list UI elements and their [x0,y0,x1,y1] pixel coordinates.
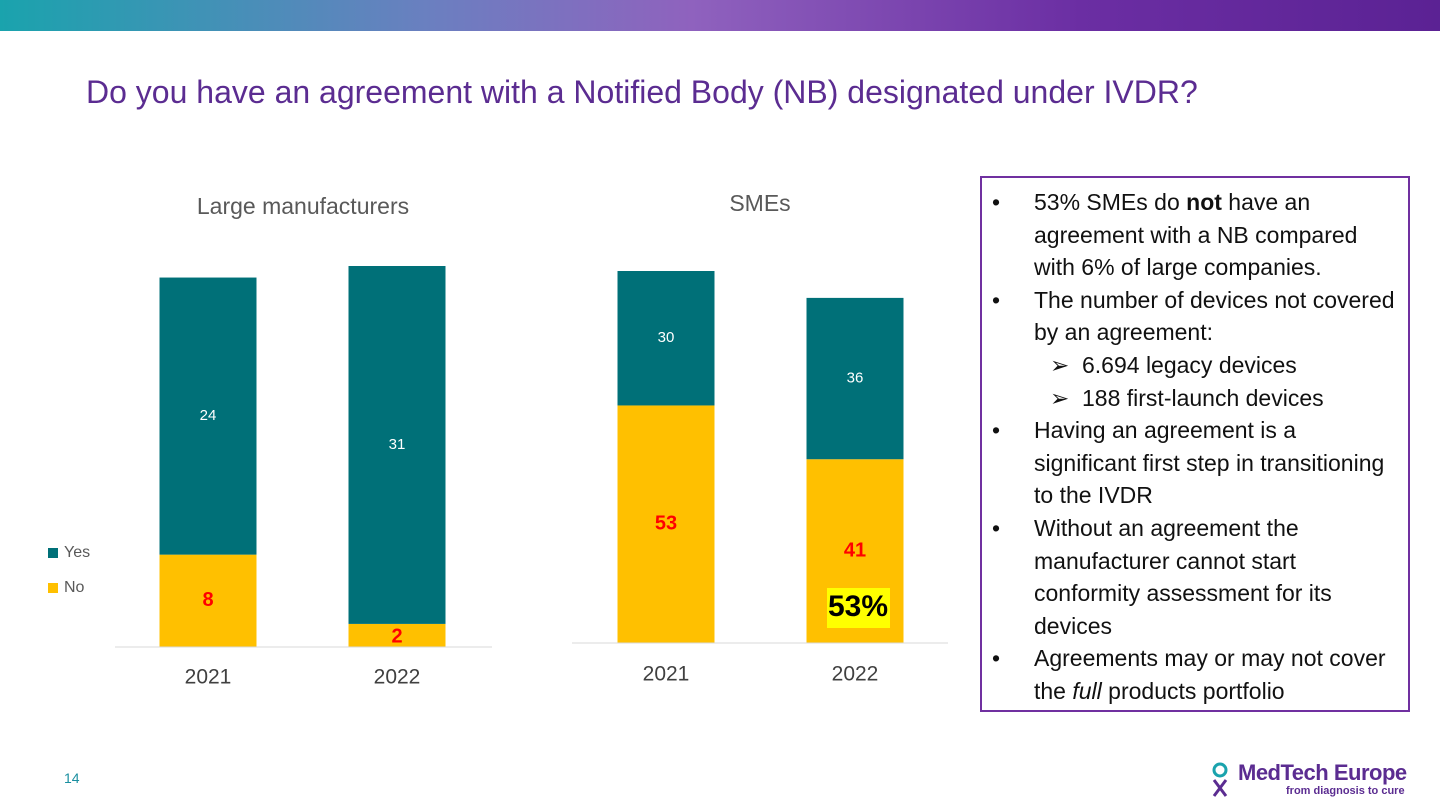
data-label: 30 [658,329,675,346]
page-number: 14 [64,770,80,786]
bullet-text: have an agreement with a NB compared wit… [1034,189,1358,281]
bar-segment [806,297,904,460]
bullet-text: Without an agreement the manufacturer ca… [1034,514,1332,639]
data-label: 8 [202,589,213,611]
bullet: 53% SMEs do not have an agreement with a… [982,186,1398,284]
sub-bullet: 6.694 legacy devices [982,349,1398,382]
bullet-text: not [1186,189,1222,215]
logo: MedTech Europe [1238,760,1407,785]
sub-bullet: 188 first-launch devices [982,382,1398,415]
bullet-text: 53% SMEs do [1034,189,1187,215]
x-tick-label: 2022 [832,663,879,686]
bullet-text: Having an agreement is a significant fir… [1034,417,1385,509]
slide-title: Do you have an agreement with a Notified… [86,74,1198,110]
data-label: 41 [844,539,866,561]
x-tick-label: 2021 [185,666,232,689]
bar-segment [348,623,446,647]
bullet-text: products portfolio [1101,677,1285,704]
chart-title: SMEs [729,190,790,216]
bullet: Without an agreement the manufacturer ca… [982,512,1398,642]
x-tick-label: 2022 [374,666,421,689]
top-bar [0,0,1440,31]
legend-label: No [64,579,85,596]
bullet-text: The number of devices not covered by an … [1034,286,1395,346]
legend-label: Yes [64,544,90,561]
bullet: Having an agreement is a significant fir… [982,414,1398,512]
chart-title: Large manufacturers [197,193,409,219]
data-label: 36 [847,370,864,387]
legend-swatch [48,583,58,593]
annotation-highlight [827,588,890,628]
data-label: 24 [200,407,217,424]
notes-box: 53% SMEs do not have an agreement with a… [980,176,1410,712]
data-label: 2 [391,626,402,648]
bullet-text: Agreements may or may not cover the [1034,645,1386,704]
bullet-text: full [1072,677,1102,704]
data-label: 53 [655,513,677,535]
bar-segment [617,271,715,406]
annotation: 53% [828,590,888,623]
bar-segment [159,554,257,647]
data-label: 31 [389,436,406,453]
bullet: The number of devices not covered by an … [982,284,1398,349]
legend-swatch [48,548,58,558]
x-tick-label: 2021 [643,663,690,686]
logo-icon [1212,762,1228,797]
bullet: Agreements may or may not cover the full… [982,642,1398,707]
bar-segment [348,266,446,624]
bar-segment [159,277,257,555]
tagline: from diagnosis to cure [1286,785,1405,797]
bar-segment [617,405,715,643]
